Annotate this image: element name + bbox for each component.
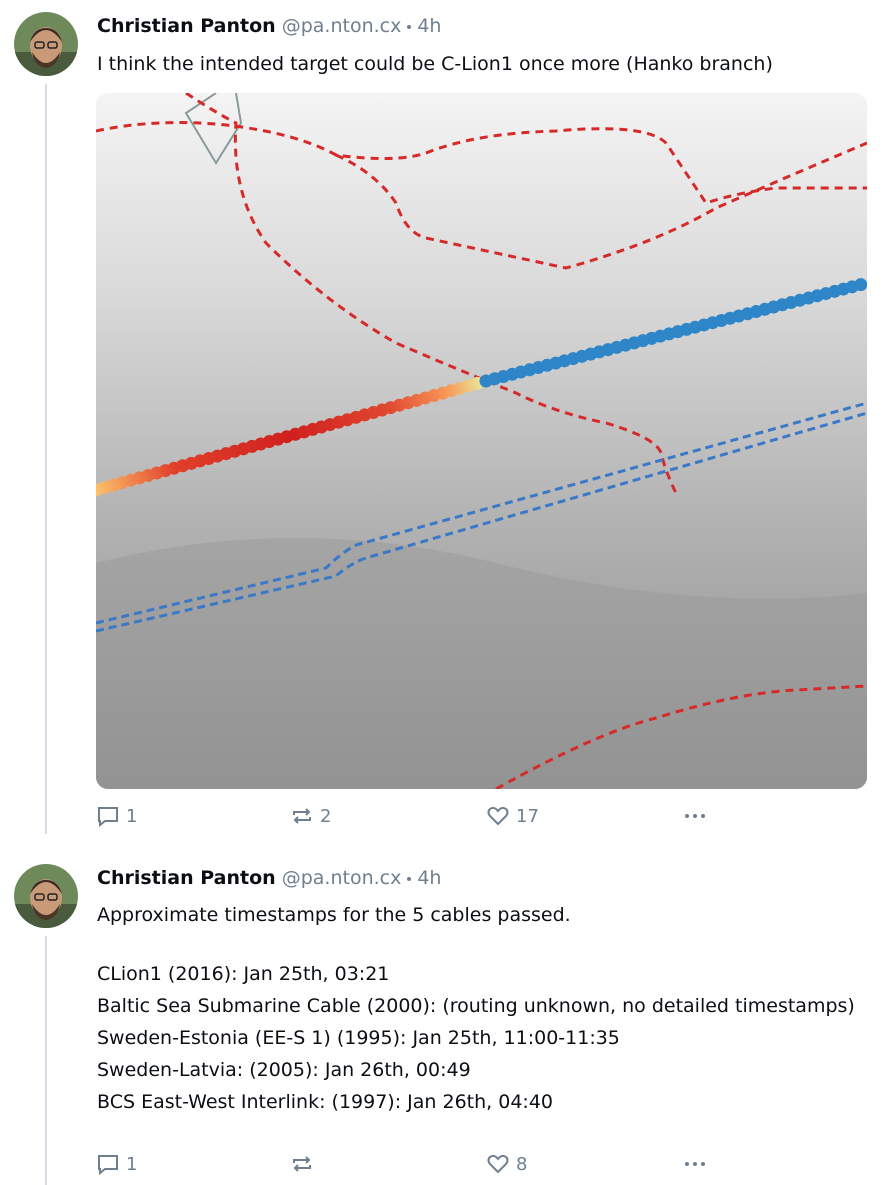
separator: [407, 24, 412, 29]
more-button[interactable]: [682, 804, 710, 828]
avatar[interactable]: [14, 12, 78, 76]
more-button[interactable]: [682, 1152, 710, 1176]
handle[interactable]: @pa.nton.cx: [281, 867, 402, 889]
text-line: BCS East-West Interlink: (1997): Jan 26t…: [97, 1091, 553, 1113]
post-text-list: CLion1 (2016): Jan 25th, 03:21 Baltic Sea…: [97, 958, 857, 1118]
like-count: 17: [516, 805, 539, 827]
separator: [407, 876, 412, 881]
time[interactable]: 4h: [417, 15, 442, 37]
like-button[interactable]: 8: [486, 1152, 527, 1176]
text-line: CLion1 (2016): Jan 25th, 03:21: [97, 963, 390, 985]
reply-count: 1: [126, 805, 138, 827]
handle[interactable]: @pa.nton.cx: [281, 15, 402, 37]
post-actions: 1 8: [96, 1152, 866, 1182]
post-header: Christian Panton @pa.nton.cx 4h: [97, 867, 441, 889]
like-button[interactable]: 17: [486, 804, 539, 828]
reply-button[interactable]: 1: [96, 804, 137, 828]
text-line: Sweden-Latvia: (2005): Jan 26th, 00:49: [97, 1059, 471, 1081]
repost-count: 2: [320, 805, 332, 827]
text-line: Baltic Sea Submarine Cable (2000): (rout…: [97, 995, 855, 1017]
post-text: I think the intended target could be C-L…: [97, 53, 773, 75]
thread-line: [45, 84, 47, 834]
post-actions: 1 2 17: [96, 804, 866, 834]
post-image[interactable]: [96, 93, 867, 789]
text-line: Sweden-Estonia (EE-S 1) (1995): Jan 25th…: [97, 1027, 620, 1049]
time[interactable]: 4h: [417, 867, 442, 889]
post-text: Approximate timestamps for the 5 cables …: [97, 904, 571, 926]
avatar[interactable]: [14, 864, 78, 928]
author[interactable]: Christian Panton: [97, 15, 276, 37]
like-count: 8: [516, 1153, 528, 1175]
author[interactable]: Christian Panton: [97, 867, 276, 889]
reply-button[interactable]: 1: [96, 1152, 137, 1176]
thread-line: [45, 936, 47, 1185]
reply-count: 1: [126, 1153, 138, 1175]
repost-button[interactable]: 2: [290, 804, 331, 828]
post-header: Christian Panton @pa.nton.cx 4h: [97, 15, 441, 37]
repost-button[interactable]: [290, 1152, 314, 1176]
